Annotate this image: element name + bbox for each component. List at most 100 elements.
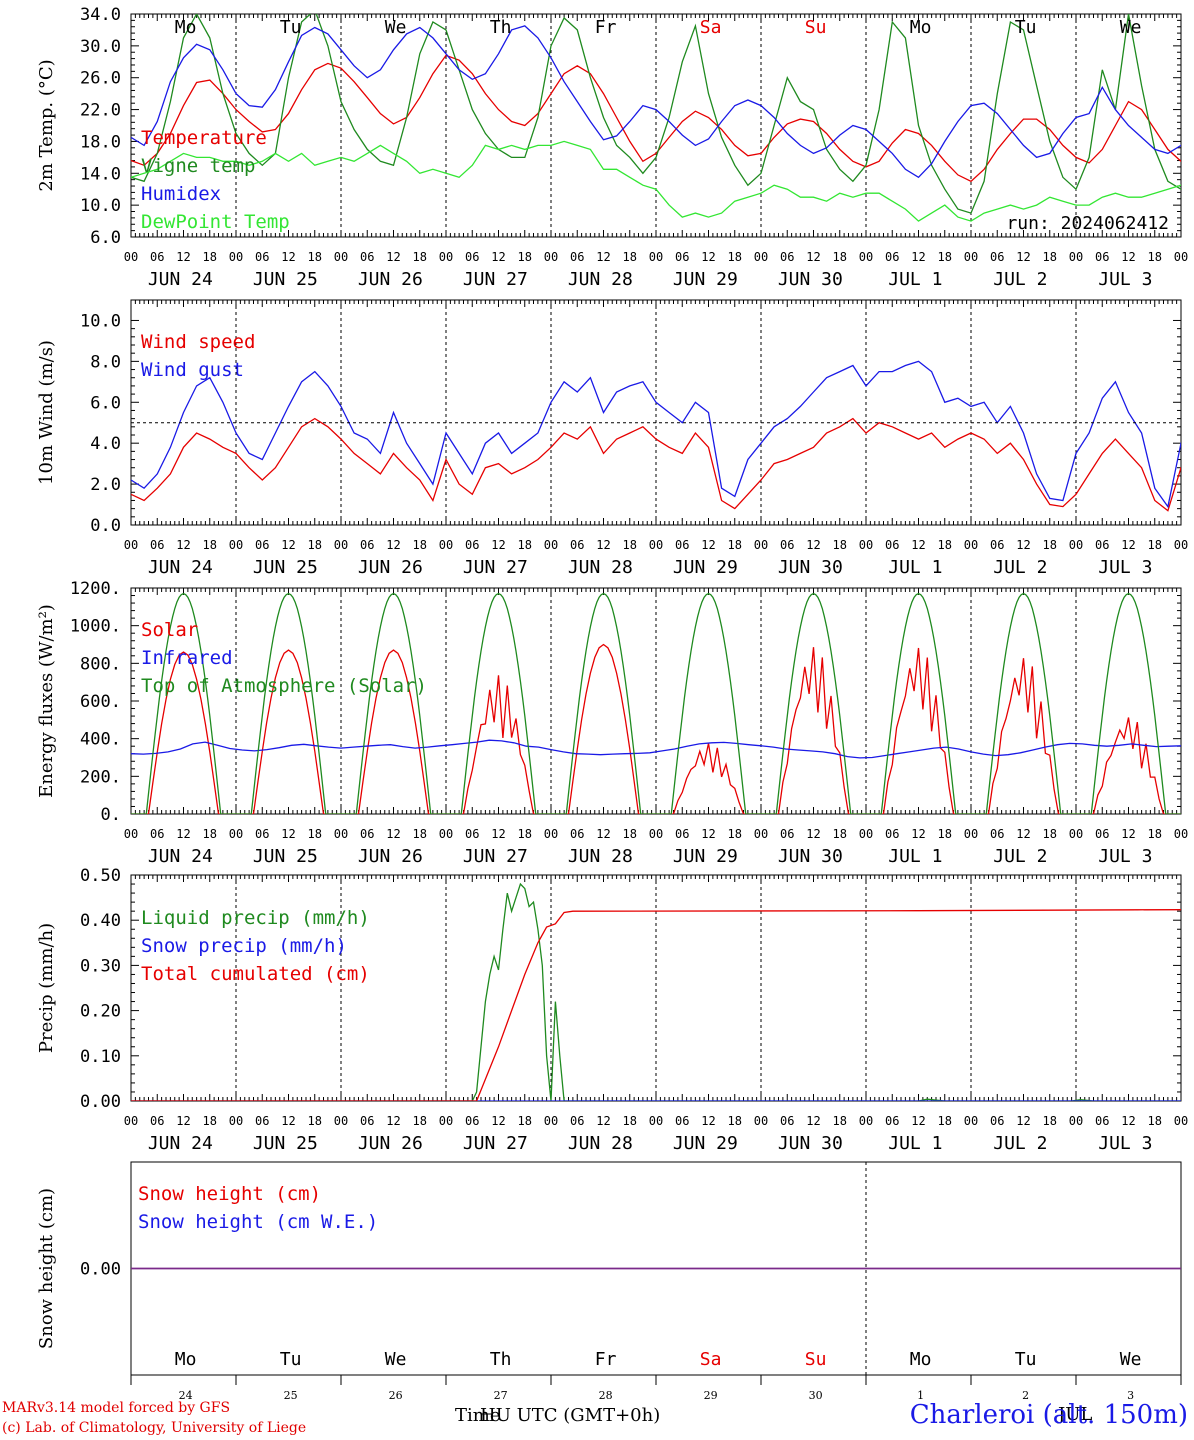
hour-tick-label: 00 [964,827,978,841]
y-tick-label: 0.00 [80,1260,121,1280]
hour-tick-label: 06 [675,250,689,264]
hour-tick-label: 06 [780,1114,794,1128]
legend-snow-height-cm: Snow height (cm) [138,1183,321,1205]
hour-tick-label: 06 [1095,538,1109,552]
hour-tick-label: 00 [964,250,978,264]
hour-tick-label: 12 [596,250,610,264]
date-label: JUL 3 [1098,1133,1152,1154]
weekday-label: Mo [910,1349,932,1370]
panel-precip: 00 06 12 18 00 06 12 18 00 06 12 18 00 06 12 18 00 06 12 18… [36,866,1188,1154]
date-label: JUN 25 [253,269,318,290]
legend-solar: Solar [141,619,198,641]
date-label: JUN 26 [358,269,423,290]
legend-snow-height-cm-w-e: Snow height (cm W.E.) [138,1211,378,1233]
y-tick-label: 1000. [70,617,121,637]
date-label: JUN 25 [253,846,318,867]
hour-tick-label: 12 [806,538,820,552]
date-label: JUL 1 [888,1133,942,1154]
legend-wind-speed: Wind speed [141,331,255,353]
hour-tick-label: 12 [176,250,190,264]
date-label: JUN 30 [778,1133,843,1154]
hour-tick-label: 18 [203,827,217,841]
lab-credit: (c) Lab. of Climatology, University of L… [2,1420,307,1436]
panel-wind: 00 06 12 18 00 06 12 18 00 06 12 18 00 06 12 18 00 06 12 18… [36,299,1188,578]
hour-tick-label: 18 [308,538,322,552]
plot-frame [130,299,1182,526]
hour-tick-label: 12 [701,250,715,264]
hour-tick-label: 06 [465,538,479,552]
hour-tick-label: 00 [1069,1114,1083,1128]
hour-tick-label: 12 [596,538,610,552]
hour-tick-label: 18 [413,1114,427,1128]
hour-tick-label: 18 [623,1114,637,1128]
date-label: JUN 29 [673,557,738,578]
series-humidex [131,25,1181,179]
y-tick-label: 0.20 [80,1002,121,1022]
hour-tick-label: 06 [675,538,689,552]
y-tick-label: 0.10 [80,1047,121,1067]
hour-tick-label: 00 [1069,827,1083,841]
hour-tick-label: 06 [150,1114,164,1128]
date-label: JUN 27 [463,557,528,578]
y-axis-label: 2m Temp. (°C) [36,59,57,191]
hour-tick-label: 12 [1016,1114,1030,1128]
time-axis-unit: HU UTC (GMT+0h) [480,1405,661,1426]
hour-tick-label: 18 [728,827,742,841]
date-label: JUN 29 [673,846,738,867]
hour-tick-label: 06 [885,827,899,841]
weekday-label: Fr [595,17,617,38]
y-axis-label: Snow height (cm) [36,1188,57,1349]
hour-tick-label: 18 [728,250,742,264]
hour-tick-label: 06 [465,827,479,841]
hour-tick-label: 00 [859,250,873,264]
date-label: JUN 30 [778,269,843,290]
weekday-label: We [385,1349,407,1370]
hour-tick-label: 06 [570,1114,584,1128]
date-label: JUL 3 [1098,846,1152,867]
hour-tick-label: 06 [780,538,794,552]
weekday-label: Mo [175,17,197,38]
hour-tick-label: 12 [806,250,820,264]
hour-tick-label: 18 [938,1114,952,1128]
series-infrared [131,739,1181,759]
hour-tick-label: 00 [544,827,558,841]
hour-tick-label: 00 [124,538,138,552]
y-tick-label: 0.0 [90,516,121,536]
hour-tick-label: 00 [859,1114,873,1128]
y-tick-label: 600. [80,692,121,712]
day-number-label: 25 [284,1389,298,1402]
hour-tick-label: 12 [281,827,295,841]
hour-tick-label: 06 [885,1114,899,1128]
day-number-label: 2 [1022,1389,1029,1402]
hour-tick-label: 12 [806,1114,820,1128]
day-number-label: 28 [599,1389,613,1402]
hour-tick-label: 06 [780,827,794,841]
hour-tick-label: 00 [649,1114,663,1128]
y-tick-label: 2.0 [90,475,121,495]
model-credit: MARv3.14 model forced by GFS [2,1400,231,1416]
hour-tick-label: 18 [203,1114,217,1128]
hour-tick-label: 06 [675,827,689,841]
y-tick-label: 400. [80,730,121,750]
hour-tick-label: 18 [1148,827,1162,841]
hour-tick-label: 00 [649,250,663,264]
weekday-label: Mo [175,1349,197,1370]
hour-tick-label: 06 [885,250,899,264]
hour-tick-label: 12 [1016,250,1030,264]
hour-tick-label: 12 [386,538,400,552]
legend-top-of-atmosphere-solar: Top of Atmosphere (Solar) [141,675,427,697]
hour-tick-label: 00 [439,538,453,552]
hour-tick-label: 06 [360,827,374,841]
time-axis-title: Time [455,1405,501,1426]
weekday-label: Th [490,1349,512,1370]
y-tick-label: 200. [80,767,121,787]
legend-snow-precip-mm-h: Snow precip (mm/h) [141,935,347,957]
hour-tick-label: 12 [176,827,190,841]
date-label: JUN 24 [148,557,213,578]
hour-tick-label: 06 [570,250,584,264]
y-tick-label: 0.40 [80,911,121,931]
hour-tick-label: 12 [491,250,505,264]
hour-tick-label: 06 [1095,1114,1109,1128]
legend-liquid-precip-mm-h: Liquid precip (mm/h) [141,907,370,929]
